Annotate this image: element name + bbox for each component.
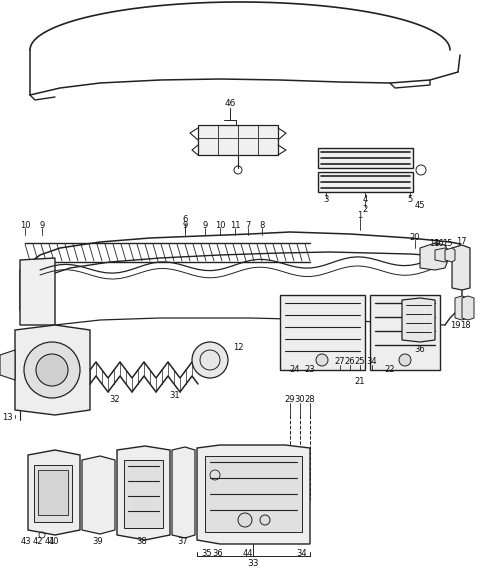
Polygon shape xyxy=(117,446,170,540)
Text: 10: 10 xyxy=(215,220,225,230)
Polygon shape xyxy=(435,248,450,262)
Polygon shape xyxy=(318,172,413,192)
Circle shape xyxy=(36,354,68,386)
Text: 9: 9 xyxy=(203,220,208,230)
Polygon shape xyxy=(28,450,80,535)
Polygon shape xyxy=(280,295,365,370)
Text: 24: 24 xyxy=(290,366,300,374)
Text: 8: 8 xyxy=(259,220,264,230)
Polygon shape xyxy=(402,298,435,342)
Text: 27: 27 xyxy=(335,357,345,366)
Circle shape xyxy=(238,513,252,527)
Text: 18: 18 xyxy=(460,321,470,329)
Text: 12: 12 xyxy=(233,343,243,353)
Circle shape xyxy=(24,342,80,398)
Text: 16: 16 xyxy=(432,239,444,247)
Text: 36: 36 xyxy=(213,548,223,557)
Text: 1: 1 xyxy=(358,210,362,220)
Polygon shape xyxy=(370,295,440,370)
Text: 22: 22 xyxy=(385,366,395,374)
Text: 40: 40 xyxy=(49,537,59,547)
Text: 42: 42 xyxy=(33,537,43,547)
Polygon shape xyxy=(15,325,90,415)
Text: 7: 7 xyxy=(245,220,251,230)
Polygon shape xyxy=(205,456,302,532)
Text: 11: 11 xyxy=(230,220,240,230)
Polygon shape xyxy=(82,456,115,534)
Text: 29: 29 xyxy=(285,396,295,404)
Circle shape xyxy=(399,354,411,366)
Text: 37: 37 xyxy=(178,537,188,547)
Polygon shape xyxy=(445,248,455,262)
Text: 30: 30 xyxy=(295,396,305,404)
Text: 43: 43 xyxy=(21,537,31,547)
Text: 26: 26 xyxy=(345,357,355,366)
Text: 44: 44 xyxy=(243,548,253,557)
Polygon shape xyxy=(124,460,163,528)
Text: 17: 17 xyxy=(456,237,466,247)
Text: 45: 45 xyxy=(415,200,425,210)
Circle shape xyxy=(192,342,228,378)
Text: 2: 2 xyxy=(362,206,368,214)
Text: 34: 34 xyxy=(367,357,377,366)
Text: 46: 46 xyxy=(224,98,236,107)
Polygon shape xyxy=(34,465,72,522)
Text: 38: 38 xyxy=(137,537,147,547)
Text: 33: 33 xyxy=(247,558,259,567)
Polygon shape xyxy=(197,445,310,544)
Polygon shape xyxy=(318,148,413,168)
Text: 41: 41 xyxy=(45,537,55,547)
Text: 28: 28 xyxy=(305,396,315,404)
Polygon shape xyxy=(462,296,474,320)
Polygon shape xyxy=(38,470,68,515)
Text: 6: 6 xyxy=(182,216,188,224)
Polygon shape xyxy=(420,243,450,270)
Polygon shape xyxy=(0,350,15,380)
Circle shape xyxy=(316,354,328,366)
Circle shape xyxy=(260,515,270,525)
Text: 4: 4 xyxy=(362,196,368,205)
Polygon shape xyxy=(20,258,55,325)
Polygon shape xyxy=(452,245,470,290)
Text: 32: 32 xyxy=(110,396,120,404)
Text: 5: 5 xyxy=(408,196,413,205)
Text: 39: 39 xyxy=(93,537,103,547)
Polygon shape xyxy=(172,447,195,538)
Text: 25: 25 xyxy=(355,357,365,366)
Text: 36: 36 xyxy=(415,346,425,355)
Text: 9: 9 xyxy=(39,220,45,230)
Text: 15: 15 xyxy=(442,239,452,247)
Text: 35: 35 xyxy=(202,548,212,557)
Text: 10: 10 xyxy=(20,220,30,230)
Text: 21: 21 xyxy=(355,377,365,387)
Polygon shape xyxy=(455,296,468,320)
Text: 20: 20 xyxy=(410,233,420,241)
Polygon shape xyxy=(198,125,278,155)
Text: 13: 13 xyxy=(2,414,12,423)
Text: 9: 9 xyxy=(182,220,188,230)
Text: 19: 19 xyxy=(450,321,460,329)
Text: 23: 23 xyxy=(305,366,315,374)
Text: 31: 31 xyxy=(170,391,180,400)
Text: 14: 14 xyxy=(429,239,439,247)
Text: 34: 34 xyxy=(297,548,307,557)
Text: 3: 3 xyxy=(324,196,329,205)
